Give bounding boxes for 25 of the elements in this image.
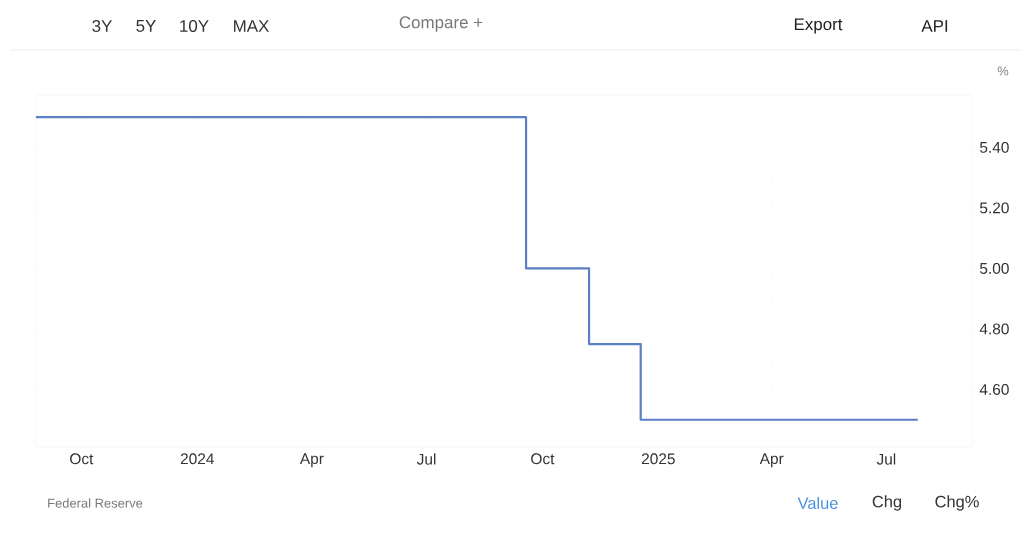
text: 3Y [92, 19, 112, 32]
text: Value [797, 496, 838, 510]
text: API [921, 20, 948, 32]
y-tick-label: 4.80 [979, 323, 1009, 335]
text: Chg [872, 495, 902, 511]
text: Federal Reserve [48, 498, 143, 508]
text: Export [794, 18, 843, 34]
text: Compare + [399, 16, 483, 32]
text: MAX [234, 20, 269, 32]
x-tick-label: 2025 [641, 453, 675, 465]
x-tick-label: Jul [416, 453, 436, 465]
y-tick-label: 4.60 [979, 384, 1009, 395]
text: Chg% [935, 495, 979, 511]
x-tick-label: Apr [299, 453, 324, 468]
x-tick-label: 2024 [180, 453, 214, 465]
x-tick-label: Jul [876, 453, 896, 465]
x-tick-label: Oct [531, 453, 555, 465]
y-tick-label: 5.40 [979, 141, 1009, 153]
text: 5Y [136, 20, 156, 32]
text: 10Y [180, 19, 209, 32]
x-tick-label: Apr [759, 453, 784, 468]
y-tick-label: 5.20 [979, 202, 1009, 214]
y-axis-title: % [997, 66, 1009, 76]
x-tick-label: Oct [70, 453, 94, 465]
y-tick-label: 5.00 [979, 262, 1009, 274]
